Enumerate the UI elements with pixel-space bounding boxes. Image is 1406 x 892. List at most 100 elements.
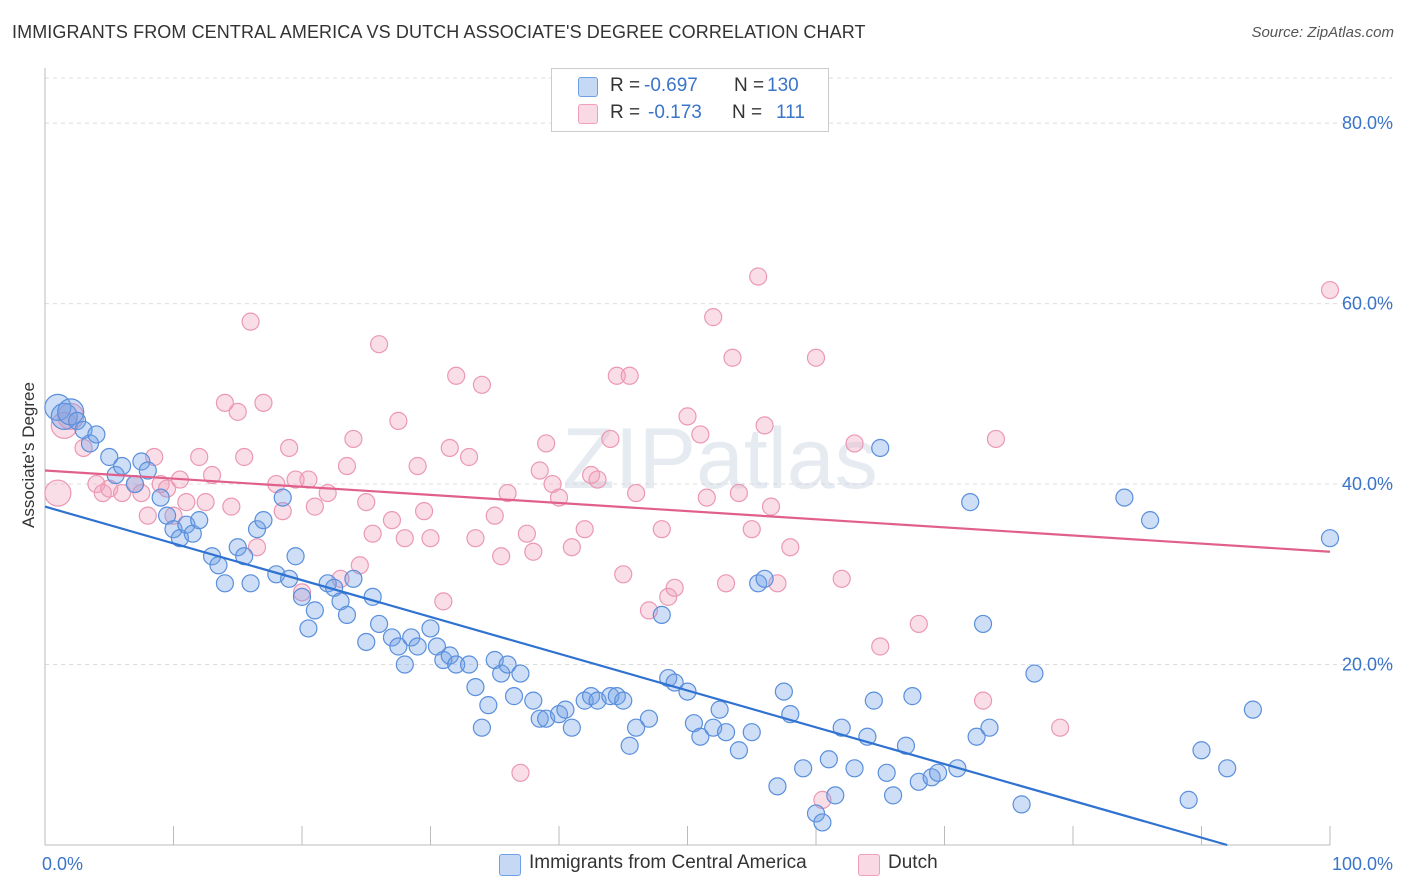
central-america-point xyxy=(1179,790,1198,809)
axes xyxy=(44,68,1331,846)
central-america-point xyxy=(967,727,986,746)
central-america-point xyxy=(498,655,517,674)
dutch-point xyxy=(472,375,491,394)
dutch-point xyxy=(241,312,260,331)
dutch-point xyxy=(440,438,459,458)
central-america-point xyxy=(639,709,659,728)
dutch-point xyxy=(652,520,671,539)
central-america-points xyxy=(44,393,1340,832)
dutch-point xyxy=(986,429,1006,449)
central-america-point xyxy=(729,741,749,760)
central-america-point xyxy=(344,569,363,588)
dutch-point xyxy=(832,569,851,588)
central-america-point xyxy=(190,511,209,530)
central-america-point xyxy=(896,736,916,755)
central-america-trend-line xyxy=(44,505,1228,847)
central-america-point xyxy=(408,637,427,656)
central-america-point xyxy=(530,709,549,728)
central-america-point xyxy=(832,718,851,737)
dutch-point xyxy=(414,502,434,521)
dutch-point xyxy=(280,438,299,458)
central-america-point xyxy=(1192,741,1211,760)
tick-labels: 20.0% 40.0% 60.0% 80.0% 0.0% 100.0% xyxy=(42,113,1393,874)
dutch-point xyxy=(344,429,363,449)
dutch-point xyxy=(665,578,684,597)
central-america-point xyxy=(447,655,466,674)
dutch-point xyxy=(273,502,292,521)
central-america-point xyxy=(370,614,389,634)
legend-n-label: N = xyxy=(734,75,765,96)
dutch-point xyxy=(466,529,485,548)
x-tick-label: 0.0% xyxy=(42,854,83,874)
central-america-point xyxy=(151,488,170,507)
legend-n-value-blue: 130 xyxy=(767,75,799,96)
central-america-point xyxy=(299,619,318,638)
central-america-point xyxy=(742,723,761,742)
chart-title: IMMIGRANTS FROM CENTRAL AMERICA VS DUTCH… xyxy=(12,22,866,42)
dutch-point xyxy=(806,348,826,367)
central-america-point xyxy=(845,759,864,778)
dutch-point xyxy=(614,565,633,584)
dutch-point xyxy=(132,483,151,503)
dutch-point xyxy=(421,529,440,548)
dutch-point xyxy=(382,511,402,530)
central-america-point xyxy=(389,637,408,656)
central-america-point xyxy=(68,411,87,430)
central-america-point xyxy=(1012,795,1031,814)
dutch-point xyxy=(235,447,254,467)
dutch-point xyxy=(723,348,742,367)
dutch-point xyxy=(138,506,157,525)
dutch-point xyxy=(704,308,723,327)
dutch-point xyxy=(659,587,678,606)
dutch-point xyxy=(871,637,890,656)
dutch-point xyxy=(363,524,382,543)
central-america-point xyxy=(112,456,132,476)
central-america-point xyxy=(716,723,736,742)
central-america-point xyxy=(813,813,832,832)
dutch-point xyxy=(620,366,639,385)
dutch-point xyxy=(517,524,536,543)
central-america-point xyxy=(883,786,903,805)
dutch-point xyxy=(228,402,247,421)
dutch-point xyxy=(742,520,761,539)
y-tick-label: 60.0% xyxy=(1342,294,1393,314)
dutch-point xyxy=(190,447,209,467)
dutch-point xyxy=(716,574,736,593)
dutch-point xyxy=(697,488,716,507)
central-america-point xyxy=(556,700,575,719)
bottom-legend-label: Dutch xyxy=(888,852,938,873)
dutch-point xyxy=(530,461,549,480)
dutch-point xyxy=(781,538,800,557)
dutch-point xyxy=(112,483,132,503)
dutch-point xyxy=(389,411,408,430)
central-america-point xyxy=(305,601,324,620)
bottom-legend-label: Immigrants from Central America xyxy=(529,852,807,873)
dutch-point xyxy=(247,538,267,557)
dutch-point xyxy=(395,529,414,548)
dutch-point xyxy=(729,483,749,503)
central-america-point xyxy=(961,493,980,512)
legend-r-value-pink: -0.173 xyxy=(648,102,702,123)
dutch-point xyxy=(164,506,183,525)
legend-n-label: N = xyxy=(732,102,763,123)
dutch-point xyxy=(749,267,768,286)
central-america-point xyxy=(100,447,119,467)
central-america-point xyxy=(57,398,85,426)
y-axis-label: Associate's Degree xyxy=(19,382,38,528)
central-america-point xyxy=(928,763,948,782)
trend-lines xyxy=(44,469,1331,847)
central-america-point xyxy=(562,718,581,737)
central-america-point xyxy=(273,488,292,507)
dutch-point xyxy=(575,520,594,539)
dutch-point xyxy=(691,425,710,444)
dutch-point xyxy=(292,583,312,602)
dutch-point xyxy=(511,763,530,782)
central-america-point xyxy=(524,691,543,710)
x-tick-label: 100.0% xyxy=(1332,854,1393,874)
central-america-point xyxy=(826,786,845,805)
y-tick-label: 80.0% xyxy=(1342,113,1393,133)
dutch-point xyxy=(761,497,781,516)
bottom-legend-swatch-pink xyxy=(858,854,880,876)
central-america-point xyxy=(665,673,684,692)
central-america-point xyxy=(459,655,479,674)
